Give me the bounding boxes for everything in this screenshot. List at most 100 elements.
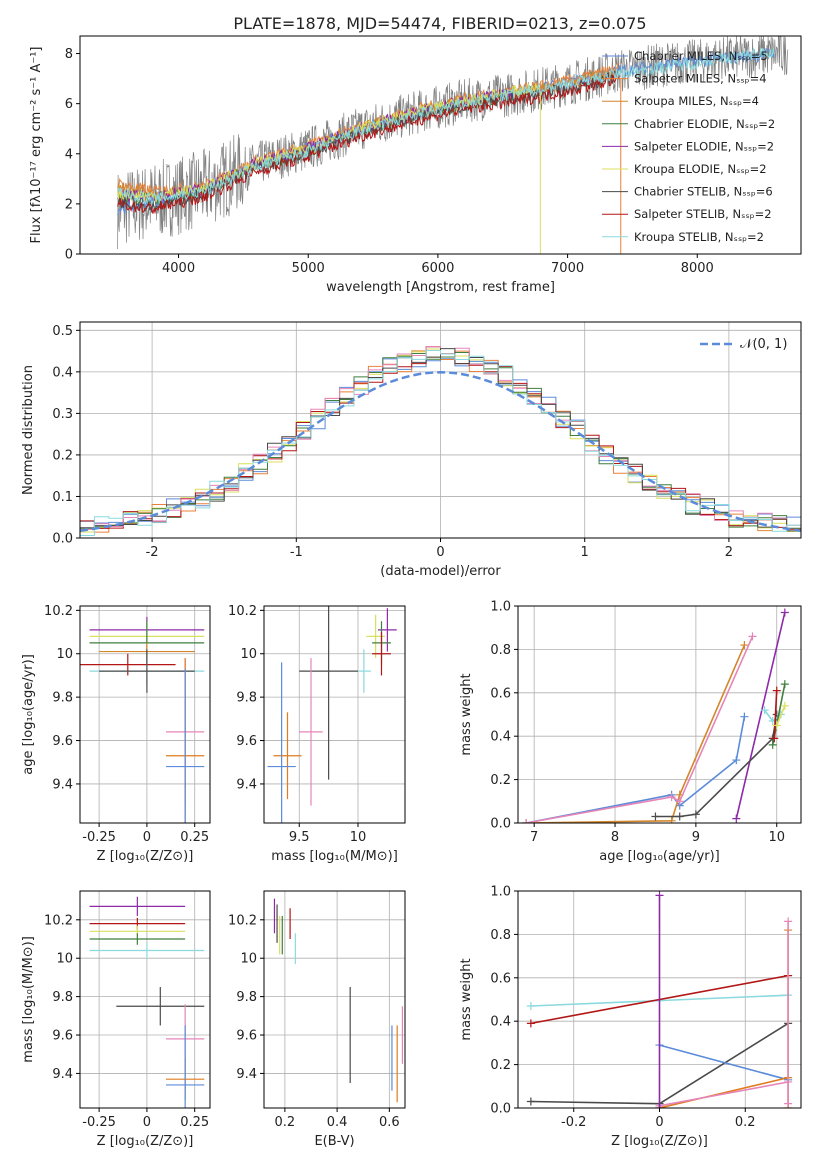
- weight-series-line: [659, 1076, 789, 1108]
- x-tick-label: 8: [611, 830, 619, 845]
- y-tick-label: 0.0: [490, 1102, 511, 1117]
- weight-point-marker: [740, 712, 749, 721]
- legend: Chabrier MILES, Nₛₛₚ=5 Salpeter MILES, Nₛ…: [602, 49, 775, 244]
- x-axis-label: Z [log₁₀(Z/Z⊙)]: [97, 1134, 194, 1149]
- error-bar-point: [372, 632, 391, 676]
- weight-point-marker: [772, 721, 781, 730]
- y-tick-label: 0.4: [490, 730, 511, 745]
- y-tick-label: 0.6: [490, 686, 511, 701]
- weight-point-marker: [740, 641, 749, 650]
- y-tick-label: 10.2: [44, 604, 73, 619]
- weight-series-line: [773, 690, 778, 739]
- legend-entry: Chabrier ELODIE, Nₛₛₚ=2: [634, 117, 775, 131]
- x-axis-label: wavelength [Angstrom, rest frame]: [326, 280, 555, 295]
- weight-point-marker: [655, 1104, 664, 1108]
- plot-area: [267, 606, 397, 823]
- weight-point-marker: [784, 1099, 793, 1108]
- y-tick-label: 9.6: [52, 734, 73, 749]
- plot-area: [80, 616, 205, 823]
- x-tick-label: 0.4: [327, 1115, 348, 1130]
- weight-point-marker: [691, 810, 700, 819]
- x-tick-label: -1: [290, 545, 303, 560]
- model-series-line: [117, 71, 620, 215]
- weight-point-marker: [732, 814, 741, 823]
- y-tick-label: 10.2: [44, 913, 73, 928]
- y-tick-label: 0.4: [52, 365, 73, 380]
- weight-point-marker: [667, 792, 676, 801]
- weight-point-marker: [651, 812, 660, 821]
- model-series-line: [117, 47, 775, 205]
- plot-area: [522, 608, 789, 823]
- plot-area: [526, 891, 793, 1108]
- normal-curve-line: [80, 371, 801, 532]
- y-tick-label: 10: [56, 647, 73, 662]
- y-tick-label: 0.2: [490, 773, 511, 788]
- chart-weight_vs_Z: -0.2 0 0.2 0.0 0.2 0.4 0.6 0.8 1.0 Z [log₁₀(Z/Z⊙)…: [459, 885, 802, 1149]
- error-bar-point: [99, 649, 195, 693]
- chart-residuals: 𝒩(0, 1) -2 -1 0 1 2 0.0 0.1 0.2 0.3 0.4 0.5 (data-mo…: [21, 321, 802, 579]
- x-tick-label: -0.2: [561, 1115, 586, 1130]
- y-tick-label: 9.8: [236, 691, 257, 706]
- y-tick-label: 2: [65, 197, 73, 212]
- legend-entry: Chabrier STELIB, Nₛₛₚ=6: [634, 185, 773, 199]
- axes-frame: [263, 605, 406, 824]
- weight-point-marker: [526, 1002, 535, 1011]
- error-bar-point: [299, 606, 358, 780]
- x-tick-label: -0.25: [82, 830, 116, 845]
- y-tick-label: 9.6: [236, 1029, 257, 1044]
- x-tick-label: -2: [146, 545, 159, 560]
- y-tick-label: 1.0: [490, 885, 511, 900]
- y-tick-label: 0.8: [490, 928, 511, 943]
- y-axis-label: Flux [fλ10⁻¹⁷ erg cm⁻² s⁻¹ A⁻¹]: [29, 47, 44, 244]
- chart-age_vs_mass: 9.5 10 9.4 9.6 9.8 10 10.2 mass [log₁₀(M/M⊙)]: [228, 604, 406, 864]
- y-tick-label: 0.8: [490, 643, 511, 658]
- x-tick-label: 10: [350, 830, 367, 845]
- y-axis-label: mass [log₁₀(M/M⊙)]: [21, 936, 36, 1063]
- error-bar-point: [267, 662, 296, 823]
- legend-entry: Salpeter ELODIE, Nₛₛₚ=2: [634, 139, 774, 153]
- y-tick-label: 0: [65, 248, 73, 263]
- chart-spectrum: Chabrier MILES, Nₛₛₚ=5 Salpeter MILES, Nₛ…: [29, 35, 802, 295]
- chart-age_vs_Z: -0.25 0 0.25 9.4 9.6 9.8 10 10.2 Z [log₁₀(Z/Z⊙)]…: [21, 604, 211, 864]
- legend-entry: Kroupa STELIB, Nₛₛₚ=2: [634, 230, 764, 244]
- x-tick-label: 0: [436, 545, 444, 560]
- y-tick-label: 0.2: [490, 1058, 511, 1073]
- x-tick-label: 7000: [551, 261, 584, 276]
- legend-entry: 𝒩(0, 1): [740, 337, 787, 352]
- y-tick-label: 9.4: [236, 1067, 257, 1082]
- error-bar-point: [299, 658, 323, 806]
- error-bar-point: [89, 933, 186, 945]
- histogram-series: [80, 350, 801, 536]
- x-axis-label: (data-model)/error: [380, 564, 501, 579]
- plot-area: [80, 346, 801, 536]
- weight-point-marker: [675, 812, 684, 821]
- y-tick-label: 4: [65, 147, 73, 162]
- y-tick-label: 9.6: [236, 734, 257, 749]
- x-tick-label: 5000: [292, 261, 325, 276]
- axes-frame: [79, 890, 211, 1109]
- x-tick-label: 0.25: [180, 1115, 209, 1130]
- chart-mass_vs_ebv: 0.2 0.4 0.6 9.4 9.6 9.8 10 10.2 E(B-V): [228, 890, 406, 1149]
- legend-entry: Chabrier MILES, Nₛₛₚ=5: [634, 49, 768, 63]
- y-tick-label: 0.0: [490, 817, 511, 832]
- axes-frame: [79, 35, 802, 255]
- weight-series-line: [526, 644, 746, 823]
- y-tick-label: 0.4: [490, 1015, 511, 1030]
- x-tick-label: 0.25: [180, 830, 209, 845]
- weight-point-marker: [780, 701, 789, 710]
- weight-point-marker: [732, 756, 741, 765]
- axes-frame: [79, 605, 211, 824]
- chart-mass_vs_Z: -0.25 0 0.25 9.4 9.6 9.8 10 10.2 Z [log₁₀(Z/Z⊙)]…: [21, 890, 211, 1149]
- x-tick-label: 2: [725, 545, 733, 560]
- legend-entry: Salpeter STELIB, Nₛₛₚ=2: [634, 207, 772, 221]
- x-tick-label: 9.5: [289, 830, 310, 845]
- weight-series-line: [525, 636, 754, 823]
- weight-point-marker: [522, 819, 531, 823]
- x-tick-label: 7: [530, 830, 538, 845]
- weight-point-marker: [780, 680, 789, 689]
- y-tick-label: 0.2: [52, 448, 73, 463]
- x-tick-label: 1: [581, 545, 589, 560]
- y-tick-label: 6: [65, 97, 73, 112]
- weight-point-marker: [526, 1097, 535, 1106]
- axes-frame: [263, 890, 406, 1109]
